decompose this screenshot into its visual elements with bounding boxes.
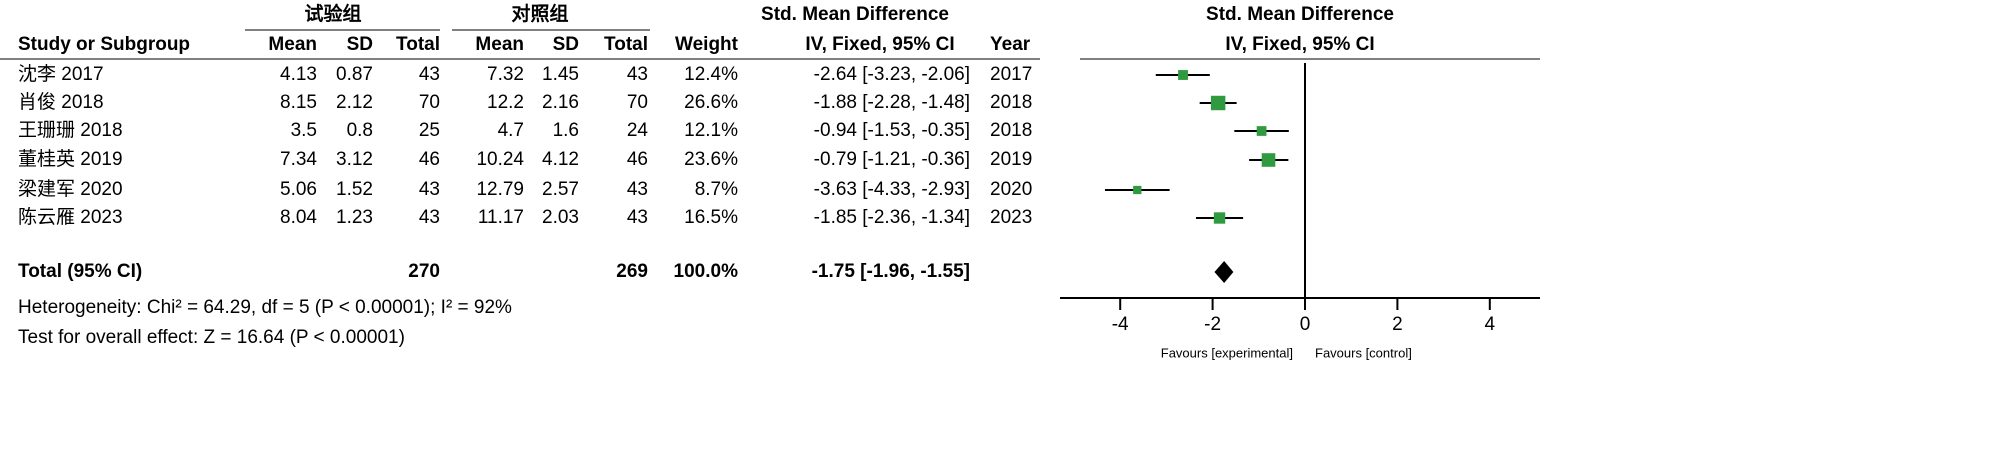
- table-cell: 12.4%: [684, 64, 738, 85]
- column-header: SD: [553, 34, 579, 55]
- table-cell: 43: [419, 179, 440, 200]
- table-cell: -1.85 [-2.36, -1.34]: [814, 207, 970, 228]
- total-n1: 270: [408, 261, 440, 282]
- table-cell: 2017: [990, 64, 1032, 85]
- x-tick-label: 2: [1392, 314, 1403, 335]
- effect-square: [1256, 126, 1267, 136]
- column-header: Total: [396, 34, 440, 55]
- table-cell: 陈云雁 2023: [18, 206, 123, 228]
- table-cell: 3.5: [291, 120, 317, 141]
- table-cell: 3.12: [336, 149, 373, 170]
- total-effect: -1.75 [-1.96, -1.55]: [812, 261, 970, 282]
- table-cell: 12.2: [487, 92, 524, 113]
- effect-square: [1210, 95, 1226, 111]
- table-cell: 7.32: [487, 64, 524, 85]
- table-cell: 8.7%: [695, 179, 738, 200]
- table-cell: 4.7: [498, 120, 524, 141]
- table-cell: 7.34: [280, 149, 317, 170]
- column-header: Mean: [268, 34, 317, 55]
- table-cell: 43: [627, 207, 648, 228]
- table-cell: 1.6: [553, 120, 579, 141]
- column-header: Mean: [475, 34, 524, 55]
- plot-subtitle: IV, Fixed, 95% CI: [1225, 34, 1374, 55]
- group-header: 对照组: [511, 2, 568, 25]
- favours-right: Favours [control]: [1315, 345, 1412, 360]
- total-diamond: [1214, 261, 1234, 283]
- table-cell: 梁建军 2020: [18, 178, 123, 200]
- table-cell: 11.17: [478, 207, 524, 228]
- table-cell: 4.12: [542, 149, 579, 170]
- table-cell: 2.12: [336, 92, 373, 113]
- table-cell: 4.13: [280, 64, 317, 85]
- table-cell: 46: [419, 149, 440, 170]
- table-cell: -1.88 [-2.28, -1.48]: [814, 92, 970, 113]
- table-cell: 70: [419, 92, 440, 113]
- favours-left: Favours [experimental]: [1161, 345, 1293, 360]
- table-cell: 23.6%: [684, 149, 738, 170]
- table-cell: 2023: [990, 207, 1032, 228]
- table-cell: 2019: [990, 149, 1032, 170]
- table-cell: 2.03: [542, 207, 579, 228]
- column-header: Year: [990, 34, 1031, 55]
- table-cell: 0.87: [336, 64, 373, 85]
- table-cell: 2018: [990, 92, 1032, 113]
- table-cell: -3.63 [-4.33, -2.93]: [814, 179, 970, 200]
- total-weight: 100.0%: [674, 261, 739, 282]
- table-cell: 12.79: [476, 179, 524, 200]
- effect-header: Std. Mean Difference: [761, 4, 949, 25]
- table-cell: 8.15: [280, 92, 317, 113]
- overall-effect: Test for overall effect: Z = 16.64 (P < …: [18, 327, 405, 348]
- table-cell: -0.79 [-1.21, -0.36]: [814, 149, 970, 170]
- effect-square: [1178, 70, 1188, 80]
- table-cell: 董桂英 2019: [18, 148, 123, 170]
- table-cell: 25: [419, 120, 440, 141]
- table-cell: 0.8: [347, 120, 373, 141]
- table-cell: 16.5%: [684, 207, 738, 228]
- table-cell: 2.57: [542, 179, 579, 200]
- column-header: SD: [347, 34, 373, 55]
- table-cell: 1.52: [336, 179, 373, 200]
- table-cell: 43: [419, 64, 440, 85]
- table-cell: 12.1%: [684, 120, 738, 141]
- table-cell: 肖俊 2018: [18, 91, 104, 113]
- table-cell: -2.64 [-3.23, -2.06]: [814, 64, 970, 85]
- table-cell: 2018: [990, 120, 1032, 141]
- column-header: Weight: [675, 34, 739, 55]
- table-cell: 1.45: [542, 64, 579, 85]
- table-cell: 43: [627, 64, 648, 85]
- heterogeneity: Heterogeneity: Chi² = 64.29, df = 5 (P <…: [18, 297, 512, 318]
- table-cell: 43: [419, 207, 440, 228]
- table-cell: 24: [627, 120, 649, 141]
- effect-square: [1133, 185, 1142, 195]
- table-cell: 46: [627, 149, 648, 170]
- total-label: Total (95% CI): [18, 261, 142, 282]
- x-tick-label: 4: [1485, 314, 1496, 335]
- table-cell: 王珊珊 2018: [18, 120, 123, 141]
- table-cell: 2.16: [542, 92, 579, 113]
- x-tick-label: -4: [1112, 314, 1129, 335]
- table-cell: 10.24: [476, 149, 524, 170]
- table-cell: 2020: [990, 179, 1032, 200]
- table-cell: 26.6%: [684, 92, 738, 113]
- x-tick-label: 0: [1300, 314, 1311, 335]
- table-cell: 1.23: [336, 207, 373, 228]
- table-cell: 沈李 2017: [18, 63, 104, 85]
- table-cell: 43: [627, 179, 648, 200]
- effect-square: [1213, 212, 1226, 224]
- group-header: 试验组: [304, 2, 361, 25]
- column-header: Study or Subgroup: [18, 34, 190, 55]
- table-cell: 70: [627, 92, 648, 113]
- table-cell: 8.04: [280, 207, 317, 228]
- table-cell: 5.06: [280, 179, 317, 200]
- column-header: Total: [604, 34, 648, 55]
- plot-title: Std. Mean Difference: [1206, 4, 1394, 25]
- total-n2: 269: [616, 261, 648, 282]
- x-tick-label: -2: [1204, 314, 1221, 335]
- column-header: IV, Fixed, 95% CI: [805, 34, 954, 55]
- effect-square: [1261, 153, 1276, 167]
- table-cell: -0.94 [-1.53, -0.35]: [814, 120, 970, 141]
